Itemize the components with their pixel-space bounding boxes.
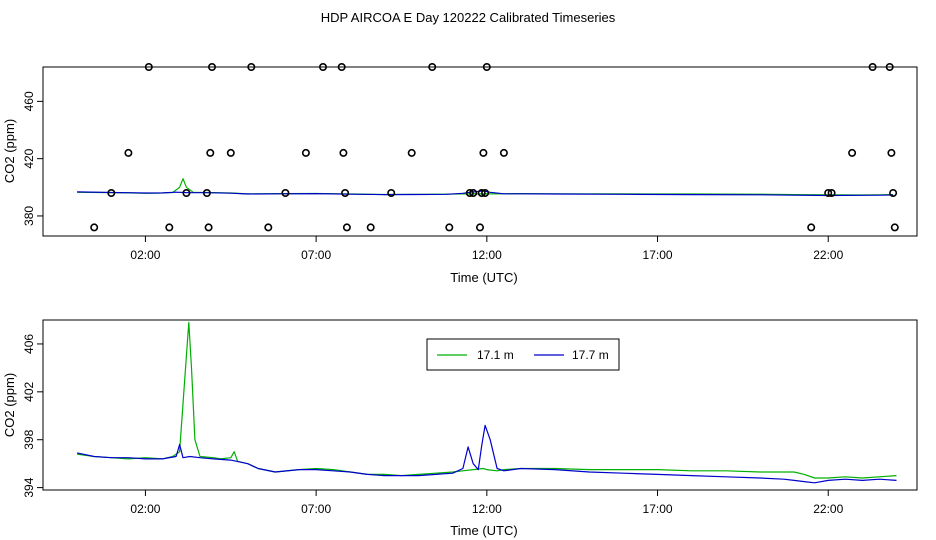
top-y-tick-label: 460: [22, 91, 36, 111]
scatter-point: [144, 62, 153, 71]
bottom-x-tick-label: 22:00: [813, 502, 843, 516]
scatter-point: [182, 189, 191, 198]
top-series-line-blue: [77, 190, 894, 197]
bottom-y-tick-label: 394: [22, 477, 36, 497]
top-x-axis-label: Time (UTC): [450, 270, 517, 285]
bottom-x-tick-label: 07:00: [301, 502, 331, 516]
scatter-point: [887, 148, 896, 157]
scatter-point: [885, 62, 894, 71]
scatter-point: [807, 223, 816, 232]
bottom-x-tick-label: 12:00: [472, 502, 502, 516]
scatter-point: [475, 223, 484, 232]
scatter-point: [342, 223, 351, 232]
scatter-point: [445, 223, 454, 232]
top-x-tick-label: 22:00: [813, 248, 843, 262]
bottom-y-axis: 394 398 402 406: [22, 334, 43, 498]
top-y-tick-label: 420: [22, 148, 36, 168]
bottom-x-tick-label: 02:00: [130, 502, 160, 516]
scatter-point: [208, 62, 217, 71]
chart-title: HDP AIRCOA E Day 120222 Calibrated Times…: [321, 10, 616, 25]
top-x-axis: 02:00 07:00 12:00 17:00 22:00: [130, 236, 844, 262]
bottom-y-tick-label: 402: [22, 381, 36, 401]
scatter-point: [247, 62, 256, 71]
scatter-point: [301, 148, 310, 157]
bottom-series-line-green: [77, 321, 897, 479]
scatter-point: [824, 189, 833, 198]
scatter-point: [202, 189, 211, 198]
legend-label-17-1m: 17.1 m: [477, 348, 514, 362]
top-y-axis: 380 420 460: [22, 91, 43, 226]
scatter-point: [479, 148, 488, 157]
scatter-point: [481, 189, 490, 198]
scatter-point: [848, 148, 857, 157]
scatter-point: [206, 148, 215, 157]
scatter-point: [407, 148, 416, 157]
top-scatter-points: [90, 62, 899, 232]
top-y-tick-label: 380: [22, 206, 36, 226]
scatter-point: [124, 148, 133, 157]
scatter-point: [366, 223, 375, 232]
bottom-y-tick-label: 398: [22, 429, 36, 449]
top-x-tick-label: 17:00: [643, 248, 673, 262]
bottom-series-lines: [76, 321, 897, 484]
top-x-tick-label: 02:00: [130, 248, 160, 262]
scatter-point: [499, 148, 508, 157]
bottom-plot-frame: [42, 319, 918, 491]
scatter-point: [477, 189, 486, 198]
scatter-point: [281, 189, 290, 198]
scatter-point: [465, 189, 474, 198]
scatter-point: [868, 62, 877, 71]
bottom-y-tick-label: 406: [22, 334, 36, 354]
scatter-point: [482, 62, 491, 71]
scatter-point: [890, 223, 899, 232]
scatter-point: [337, 62, 346, 71]
bottom-x-tick-label: 17:00: [643, 502, 673, 516]
bottom-panel: 02:00 07:00 12:00 17:00 22:00 394 398 402 406 T…: [2, 319, 918, 538]
scatter-point: [318, 62, 327, 71]
scatter-point: [226, 148, 235, 157]
scatter-point: [469, 189, 478, 198]
top-panel: 02:00 07:00 12:00 17:00 22:00 380 420 460 Time…: [2, 62, 918, 285]
scatter-point: [264, 223, 273, 232]
top-series-lines: [77, 178, 894, 197]
legend: 17.1 m 17.7 m: [426, 338, 620, 371]
scatter-point: [165, 223, 174, 232]
bottom-x-axis-label: Time (UTC): [450, 523, 517, 538]
scatter-point: [339, 148, 348, 157]
top-x-tick-label: 07:00: [301, 248, 331, 262]
scatter-point: [889, 189, 898, 198]
bottom-y-axis-label: CO2 (ppm): [2, 373, 17, 437]
scatter-point: [90, 223, 99, 232]
top-y-axis-label: CO2 (ppm): [2, 119, 17, 183]
top-plot-frame: [42, 66, 918, 237]
scatter-point: [387, 189, 396, 198]
top-x-tick-label: 12:00: [472, 248, 502, 262]
bottom-series-line-blue: [76, 424, 897, 484]
legend-label-17-7m: 17.7 m: [572, 348, 609, 362]
scatter-point: [107, 189, 116, 198]
scatter-point: [827, 189, 836, 198]
scatter-point: [204, 223, 213, 232]
bottom-x-axis: 02:00 07:00 12:00 17:00 22:00: [130, 490, 844, 516]
scatter-point: [341, 189, 350, 198]
scatter-point: [428, 62, 437, 71]
